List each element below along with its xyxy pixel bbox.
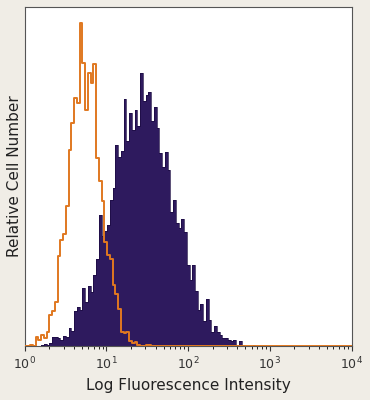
Y-axis label: Relative Cell Number: Relative Cell Number (7, 96, 22, 258)
Polygon shape (25, 73, 352, 346)
X-axis label: Log Fluorescence Intensity: Log Fluorescence Intensity (86, 378, 290, 393)
